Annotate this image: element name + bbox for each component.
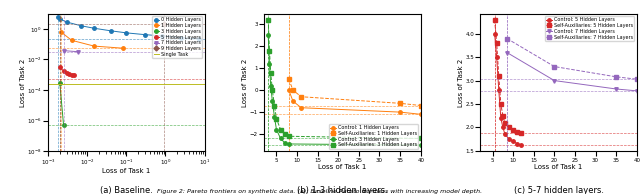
Legend: Control: 1 Hidden Layers, Self-Auxiliaries: 1 Hidden Layers, Control: 3 Hidden L: Control: 1 Hidden Layers, Self-Auxiliari… <box>329 124 419 149</box>
Y-axis label: Loss of Task 2: Loss of Task 2 <box>243 58 248 107</box>
X-axis label: Loss of Task 1: Loss of Task 1 <box>102 168 150 174</box>
X-axis label: Loss of Task 1: Loss of Task 1 <box>318 164 367 170</box>
Title: (a) Baseline.: (a) Baseline. <box>100 186 153 194</box>
Legend: Control: 5 Hidden Layers, Self-Auxiliaries: 5 Hidden Layers, Control: 7 Hidden L: Control: 5 Hidden Layers, Self-Auxiliari… <box>545 16 634 41</box>
Text: Figure 2: Pareto frontiers on synthetic data. (a): Baseline Pareto frontiers wit: Figure 2: Pareto frontiers on synthetic … <box>157 189 483 194</box>
Title: (c) 5-7 hidden layers.: (c) 5-7 hidden layers. <box>513 186 604 194</box>
Title: (b) 1-3 hidden layers.: (b) 1-3 hidden layers. <box>297 186 388 194</box>
X-axis label: Loss of Task 1: Loss of Task 1 <box>534 164 582 170</box>
Y-axis label: Loss of Task 2: Loss of Task 2 <box>458 58 464 107</box>
Y-axis label: Loss of Task 2: Loss of Task 2 <box>20 58 26 107</box>
Legend: 0 Hidden Layers, 1 Hidden Layers, 3 Hidden Layers, 5 Hidden Layers, 7 Hidden Lay: 0 Hidden Layers, 1 Hidden Layers, 3 Hidd… <box>152 16 202 58</box>
